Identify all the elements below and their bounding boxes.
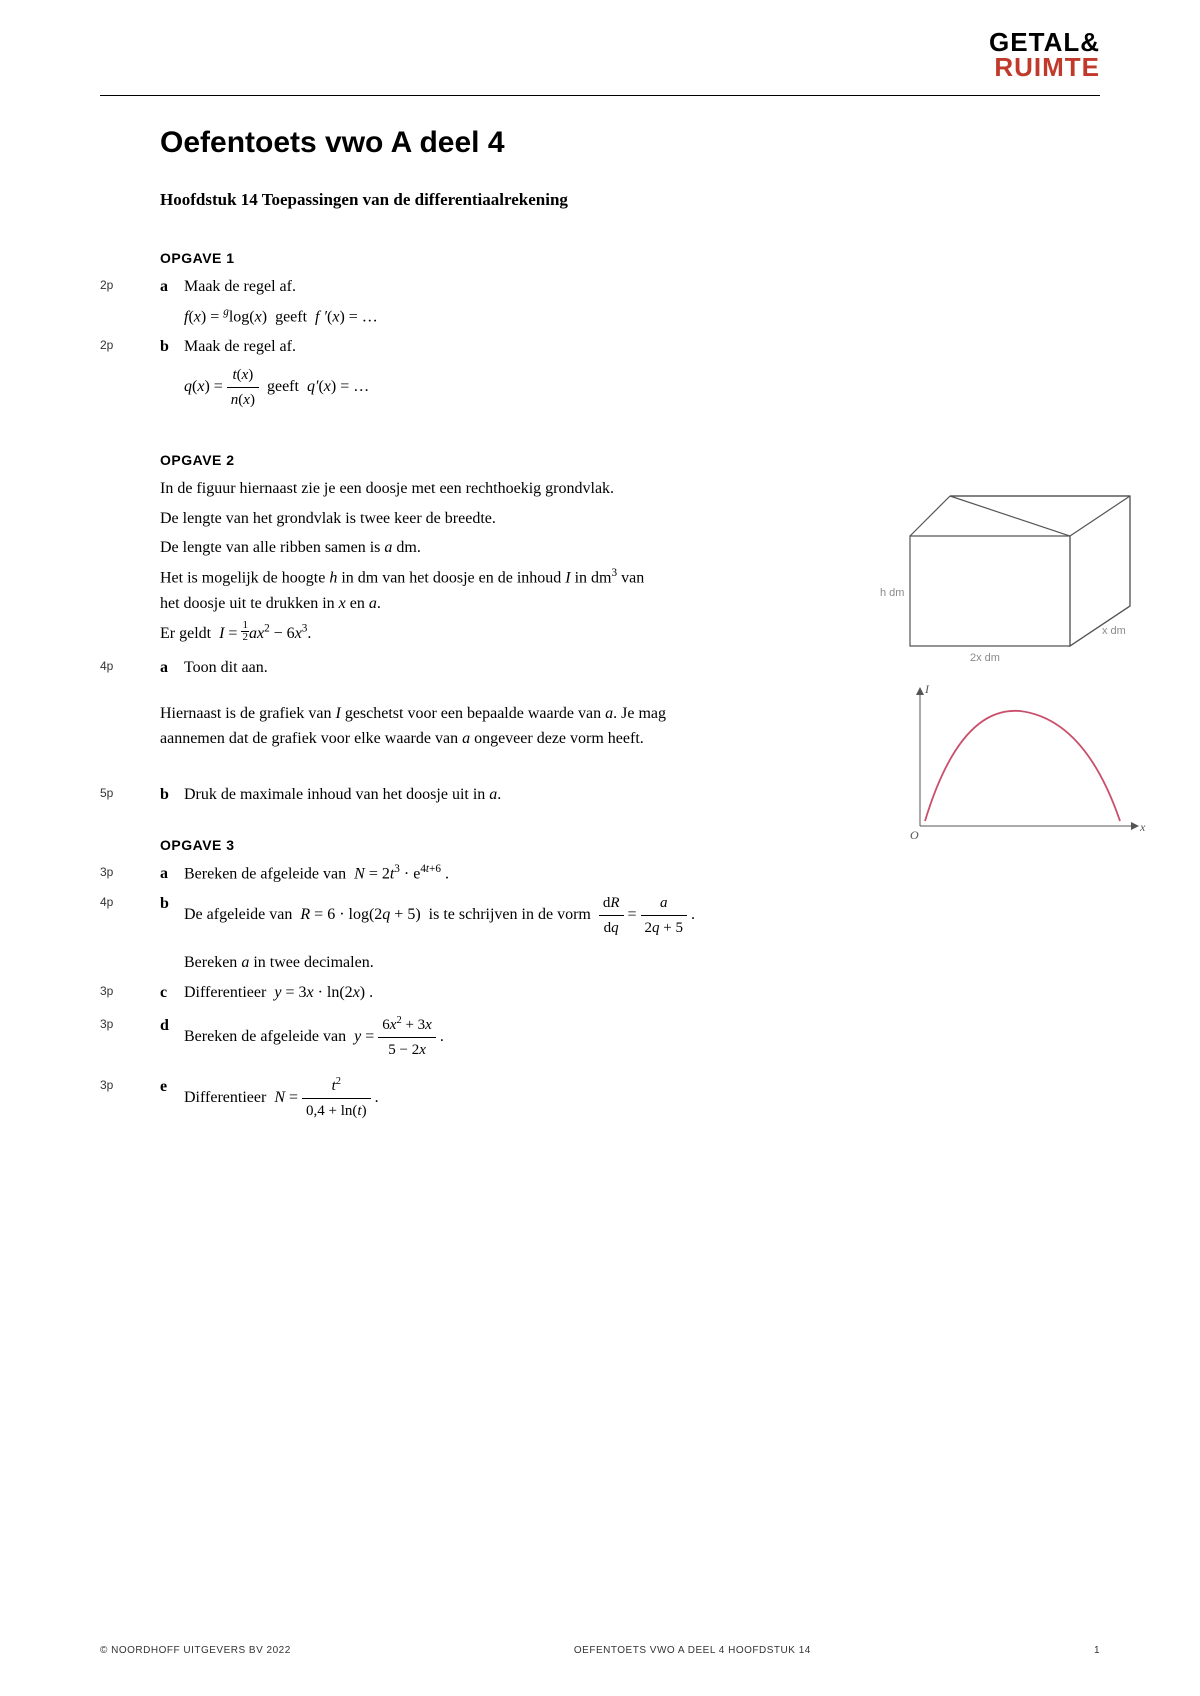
opgave3-e-text: Differentieer N = t20,4 + ln(t) .: [184, 1074, 1100, 1123]
opgave3-c-text: Differentieer y = 3x · ln(2x) .: [184, 980, 1100, 1006]
opgave2-p3: De lengte van alle ribben samen is a dm.: [160, 535, 660, 561]
box-svg: h dm 2x dm x dm: [870, 466, 1150, 666]
page-title: Oefentoets vwo A deel 4: [160, 126, 1100, 160]
graph-o-label: O: [910, 828, 919, 842]
opgave3-c-pts: 3p: [100, 982, 113, 1001]
page: GETAL& RUIMTE Oefentoets vwo A deel 4 Ho…: [0, 0, 1200, 1696]
opgave3-a-pts: 3p: [100, 863, 113, 882]
footer-left: © NOORDHOFF UITGEVERS BV 2022: [100, 1645, 291, 1656]
opgave2-a-pts: 4p: [100, 657, 113, 676]
opgave3-d: 3p d Bereken de afgeleide van y = 6x2 + …: [160, 1013, 1100, 1062]
opgave3-e: 3p e Differentieer N = t20,4 + ln(t) .: [160, 1074, 1100, 1123]
opgave1-b-pts: 2p: [100, 336, 113, 355]
graph-figure: O x I: [890, 681, 1150, 856]
opgave3-e-label: e: [160, 1074, 184, 1100]
opgave2-formula: Er geldt I = 12ax2 − 6x3.: [160, 620, 660, 647]
opgave1-b-formula: q(x) = t(x)n(x) geeft q′(x) = …: [184, 363, 1100, 412]
opgave1-b-label: b: [160, 334, 184, 360]
opgave3-b-text: De afgeleide van R = 6 · log(2q + 5) is …: [184, 891, 1100, 940]
opgave2-p5: Hiernaast is de grafiek van I geschetst …: [160, 701, 680, 752]
opgave3-b-label: b: [160, 891, 184, 917]
opgave2-p4: Het is mogelijk de hoogte h in dm van he…: [160, 565, 660, 617]
box-h-label: h dm: [880, 587, 904, 599]
opgave1-a-pts: 2p: [100, 276, 113, 295]
opgave2-b: 5p b Druk de maximale inhoud van het doo…: [160, 782, 1100, 808]
opgave3-a-text: Bereken de afgeleide van N = 2t3 · e4t+6…: [184, 861, 1100, 887]
opgave3-a: 3p a Bereken de afgeleide van N = 2t3 · …: [160, 861, 1100, 887]
opgave3-d-pts: 3p: [100, 1015, 113, 1034]
opgave3-c: 3p c Differentieer y = 3x · ln(2x) .: [160, 980, 1100, 1006]
opgave1-head: OPGAVE 1: [160, 250, 1100, 266]
opgave1-a-label: a: [160, 274, 184, 300]
box-d-label: x dm: [1102, 625, 1126, 637]
opgave1-a-text: Maak de regel af.: [184, 274, 1100, 300]
opgave2-b-pts: 5p: [100, 784, 113, 803]
opgave2-p2: De lengte van het grondvlak is twee keer…: [160, 506, 660, 532]
opgave2-a-label: a: [160, 655, 184, 681]
opgave3-a-label: a: [160, 861, 184, 887]
opgave2-b-text: Druk de maximale inhoud van het doosje u…: [184, 782, 1100, 808]
opgave2-a-text: Toon dit aan.: [184, 655, 1100, 681]
header-rule: [100, 95, 1100, 96]
opgave1-a: 2p a Maak de regel af.: [160, 274, 1100, 300]
brand-logo: GETAL& RUIMTE: [989, 30, 1100, 79]
graph-svg: O x I: [890, 681, 1150, 851]
content: OPGAVE 1 2p a Maak de regel af. f(x) = g…: [160, 250, 1100, 1123]
page-subtitle: Hoofdstuk 14 Toepassingen van de differe…: [160, 190, 1100, 210]
opgave3-b2: Bereken a in twee decimalen.: [184, 950, 1100, 976]
opgave3-d-text: Bereken de afgeleide van y = 6x2 + 3x5 −…: [184, 1013, 1100, 1062]
graph-y-label: I: [924, 682, 930, 696]
opgave3-b-pts: 4p: [100, 893, 113, 912]
opgave1-b: 2p b Maak de regel af.: [160, 334, 1100, 360]
opgave3-e-pts: 3p: [100, 1076, 113, 1095]
opgave3-c-label: c: [160, 980, 184, 1006]
opgave2-b-label: b: [160, 782, 184, 808]
opgave3-d-label: d: [160, 1013, 184, 1039]
opgave2-p1: In de figuur hiernaast zie je een doosje…: [160, 476, 660, 502]
opgave1-b-text: Maak de regel af.: [184, 334, 1100, 360]
opgave3-b: 4p b De afgeleide van R = 6 · log(2q + 5…: [160, 891, 1100, 940]
footer-mid: OEFENTOETS VWO A DEEL 4 HOOFDSTUK 14: [574, 1645, 811, 1656]
opgave2-a: 4p a Toon dit aan.: [160, 655, 1100, 681]
graph-x-label: x: [1139, 820, 1146, 834]
logo-line1: GETAL&: [989, 30, 1100, 55]
footer-right: 1: [1094, 1645, 1100, 1656]
opgave1-a-formula: f(x) = glog(x) geeft f ′(x) = …: [184, 304, 1100, 330]
logo-line2: RUIMTE: [989, 55, 1100, 80]
footer: © NOORDHOFF UITGEVERS BV 2022 OEFENTOETS…: [100, 1645, 1100, 1656]
box-figure: h dm 2x dm x dm: [870, 466, 1150, 671]
